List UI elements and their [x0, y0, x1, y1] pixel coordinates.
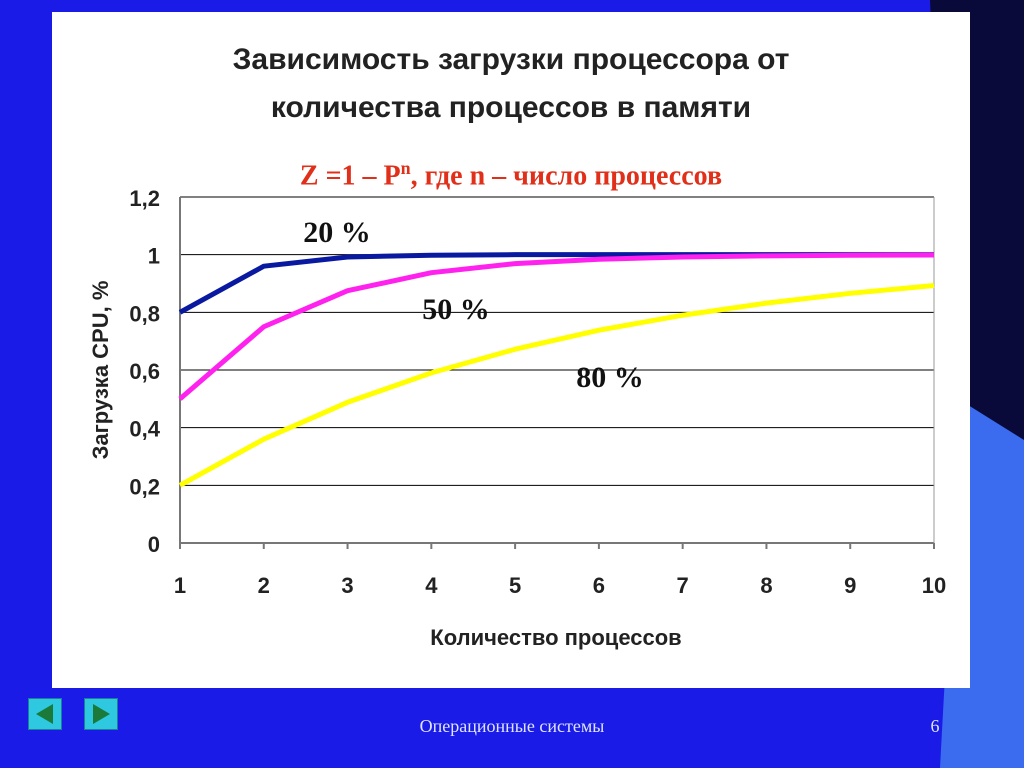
arrow-right-icon: [93, 704, 110, 724]
series-annotation: 50 %: [422, 293, 490, 326]
next-slide-button[interactable]: [84, 698, 118, 730]
x-tick-label: 10: [922, 573, 946, 598]
y-tick-label: 0,2: [129, 474, 160, 499]
x-tick-label: 3: [341, 573, 353, 598]
formula-caption: Z =1 – Pn, где n – число процессов: [52, 158, 970, 192]
x-tick-label: 2: [258, 573, 270, 598]
formula-exponent: n: [400, 158, 411, 178]
formula-main: Z =1 – P: [299, 160, 401, 192]
y-tick-label: 0,8: [129, 301, 160, 326]
y-tick-label: 0,6: [129, 359, 160, 384]
x-tick-label: 7: [677, 573, 689, 598]
title-line-1: Зависимость загрузки процессора от: [232, 43, 790, 76]
prev-slide-button[interactable]: [28, 698, 62, 730]
x-tick-label: 1: [174, 573, 186, 598]
chart-title: Зависимость загрузки процессора от колич…: [52, 36, 970, 132]
series-annotation: 20 %: [303, 216, 371, 249]
x-axis-label: Количество процессов: [430, 625, 681, 650]
title-line-2: количества процессов в памяти: [270, 91, 752, 124]
series-line: [178, 283, 935, 488]
x-tick-label: 8: [760, 573, 772, 598]
y-tick-label: 1,2: [129, 186, 160, 211]
footer-course-name: Операционные системы: [419, 716, 605, 736]
y-tick-label: 0,4: [129, 417, 160, 442]
series-annotation: 80 %: [576, 361, 644, 394]
formula-rest: , где n – число процессов: [410, 160, 723, 192]
arrow-left-icon: [36, 704, 53, 724]
y-tick-label: 1: [148, 244, 160, 269]
page-number: 6: [930, 716, 940, 736]
x-tick-label: 4: [425, 573, 438, 598]
series-line: [178, 252, 935, 401]
y-tick-label: 0: [148, 532, 160, 557]
x-tick-label: 5: [509, 573, 521, 598]
y-axis-label: Загрузка CPU, %: [88, 281, 113, 460]
x-tick-label: 6: [593, 573, 605, 598]
x-tick-label: 9: [844, 573, 856, 598]
